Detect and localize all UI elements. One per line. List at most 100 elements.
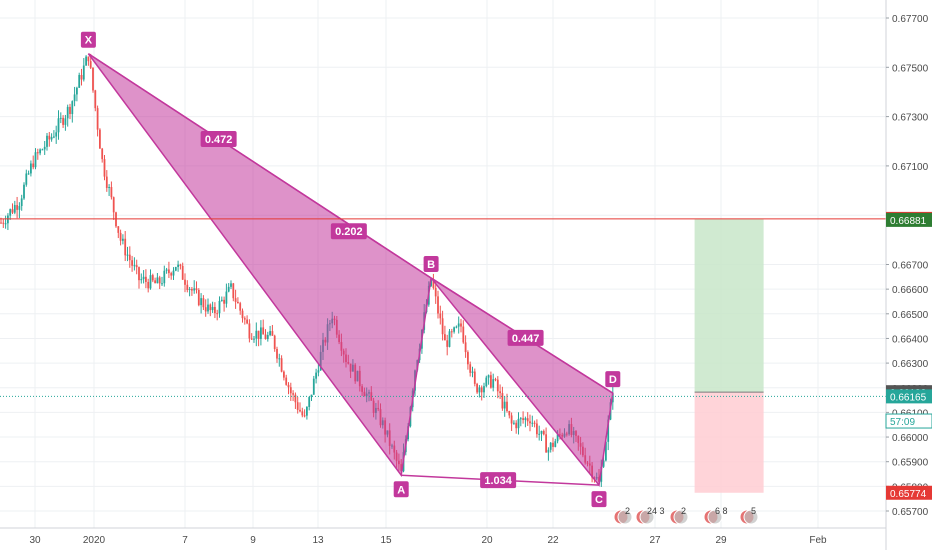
candle-body xyxy=(556,434,559,442)
candle-body xyxy=(18,206,21,210)
event-badge[interactable]: 5 xyxy=(739,506,759,525)
ratio-label-ac[interactable]: 1.034 xyxy=(480,472,517,489)
candle-body xyxy=(499,391,501,394)
candle-body xyxy=(23,184,25,199)
candle-body xyxy=(191,288,193,291)
candle-body xyxy=(117,226,120,233)
svg-text:0.472: 0.472 xyxy=(205,134,233,146)
candle-body xyxy=(303,415,306,417)
candle-body xyxy=(306,406,308,416)
event-badge[interactable]: 24 3 xyxy=(635,506,665,525)
y-tick-label: 0.65700 xyxy=(892,507,929,518)
candle-body xyxy=(46,135,48,147)
y-tick-label: 0.67100 xyxy=(892,162,929,173)
candle-body xyxy=(315,372,317,379)
candle-body xyxy=(138,267,140,281)
candle-body xyxy=(223,299,225,304)
xabcd-harmonic-pattern[interactable]: X A B C D 0.472 0.202 0.447 1.034 xyxy=(80,31,621,508)
pattern-point-c[interactable]: C xyxy=(591,491,607,508)
candle-body xyxy=(66,106,69,119)
candle-body xyxy=(552,442,554,447)
y-tick-label: 0.66400 xyxy=(892,334,929,345)
ratio-label-xbd[interactable]: 0.202 xyxy=(330,223,367,240)
candle-body xyxy=(110,187,113,198)
candle-body xyxy=(76,87,78,95)
candle-body xyxy=(243,318,246,320)
candle-body xyxy=(239,303,242,311)
candle-body xyxy=(32,163,35,168)
candle-body xyxy=(446,340,449,347)
candle-body xyxy=(179,264,182,266)
long-position-tool[interactable] xyxy=(694,218,764,493)
candle-body xyxy=(469,364,472,373)
profit-zone[interactable] xyxy=(694,218,764,393)
candle-body xyxy=(174,267,177,271)
y-tick-label: 0.66700 xyxy=(892,261,929,272)
candle-body xyxy=(542,430,545,435)
svg-text:2: 2 xyxy=(681,506,686,516)
candle-body xyxy=(262,327,265,335)
candle-body xyxy=(101,148,104,160)
candle-body xyxy=(294,394,297,403)
ratio-label-xab[interactable]: 0.472 xyxy=(200,130,237,147)
svg-text:6 8: 6 8 xyxy=(715,506,728,516)
price-tag[interactable]: 0.65774 xyxy=(886,485,932,500)
time-axis[interactable]: 30 2020 7 9 13 15 20 22 27 29 Feb xyxy=(0,527,932,550)
candle-body xyxy=(119,232,122,241)
price-tag[interactable]: 0.66881 xyxy=(886,212,932,227)
candle-body xyxy=(434,287,437,297)
x-tick-label: 30 xyxy=(29,535,41,546)
candle-body xyxy=(296,402,299,410)
candle-body xyxy=(50,137,53,140)
candle-body xyxy=(508,411,511,416)
candle-body xyxy=(168,269,170,274)
candle-body xyxy=(202,298,205,308)
pattern-point-x[interactable]: X xyxy=(80,31,96,48)
price-tag[interactable]: 57:09 xyxy=(885,413,932,429)
candle-body xyxy=(128,254,131,261)
candle-body xyxy=(260,327,262,339)
candle-body xyxy=(80,74,83,80)
candle-body xyxy=(172,270,175,276)
candle-body xyxy=(283,371,285,378)
candle-body xyxy=(39,149,41,154)
candle-body xyxy=(526,418,529,422)
candle-body xyxy=(432,279,435,288)
candle-body xyxy=(524,418,527,421)
y-tick-label: 0.67500 xyxy=(892,63,929,74)
price-tag[interactable]: 0.66165 xyxy=(886,389,932,404)
candle-body xyxy=(605,441,607,461)
pattern-point-a[interactable]: A xyxy=(393,481,409,498)
pattern-point-b[interactable]: B xyxy=(423,256,439,273)
loss-zone[interactable] xyxy=(694,392,764,493)
event-badge[interactable]: 2 xyxy=(613,506,633,525)
candle-body xyxy=(163,270,166,284)
candle-body xyxy=(135,265,138,268)
candle-body xyxy=(218,300,221,314)
candle-body xyxy=(147,281,150,289)
pattern-point-d[interactable]: D xyxy=(605,371,621,388)
candle-body xyxy=(30,163,32,174)
candle-body xyxy=(492,379,495,388)
x-tick-label: 22 xyxy=(547,535,559,546)
event-badge[interactable]: 2 xyxy=(669,506,689,525)
candle-body xyxy=(82,65,85,80)
ratio-label-bcd[interactable]: 0.447 xyxy=(507,329,544,346)
candle-body xyxy=(545,434,547,453)
price-axis[interactable]: 0.677000.675000.673000.671000.669000.667… xyxy=(885,0,932,550)
event-badge[interactable]: 6 8 xyxy=(703,506,728,525)
candle-body xyxy=(480,387,483,393)
candle-body xyxy=(103,159,106,177)
economic-event-badges[interactable]: 2 24 3 2 6 8 5 xyxy=(613,506,759,525)
line-xb[interactable] xyxy=(87,53,432,279)
candle-body xyxy=(448,331,451,347)
candle-body xyxy=(285,377,288,385)
horizontal-lines[interactable] xyxy=(0,218,886,397)
candle-body xyxy=(248,323,251,339)
pattern-triangle-bcd[interactable] xyxy=(430,277,614,487)
candle-body xyxy=(186,284,189,290)
y-tick-label: 0.66000 xyxy=(892,433,929,444)
candle-body xyxy=(34,152,37,168)
svg-text:5: 5 xyxy=(751,506,756,516)
